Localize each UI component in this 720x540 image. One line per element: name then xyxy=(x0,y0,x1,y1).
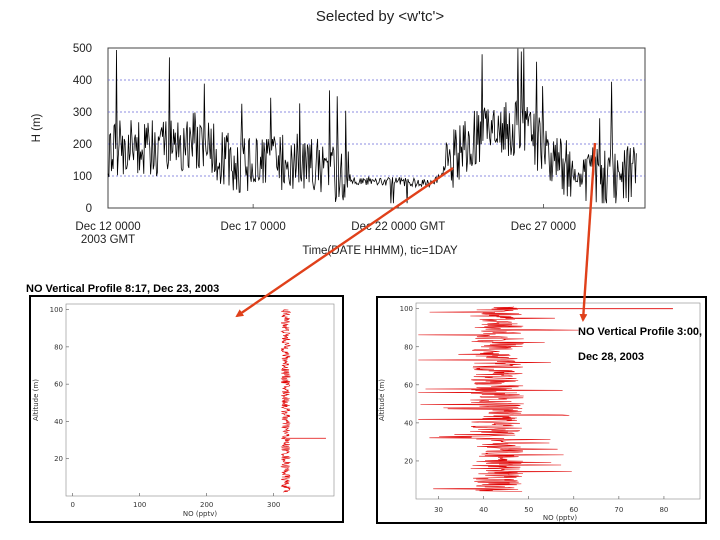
top-y-tick-label: 400 xyxy=(73,75,92,87)
left-y-tick-labels: 20 40 60 80 100 xyxy=(50,306,69,463)
left-series-trace xyxy=(280,309,291,493)
top-series-line xyxy=(107,48,637,204)
right-x-tick-label: 40 xyxy=(479,506,488,514)
chart-title: Selected by <w'tc'> xyxy=(316,8,445,25)
left-panel-title: NO Vertical Profile 8:17, Dec 23, 2003 xyxy=(26,283,219,295)
top-y-tick-label: 0 xyxy=(86,203,92,215)
top-y-tick-label: 500 xyxy=(73,43,92,55)
right-y-axis-title: Altitude (m) xyxy=(378,379,386,421)
left-x-tick-label: 100 xyxy=(133,501,146,509)
left-panel-frame xyxy=(29,295,344,523)
right-y-tick-label: 20 xyxy=(404,457,413,465)
left-y-tick-label: 20 xyxy=(54,455,63,463)
top-y-axis-title: H (m) xyxy=(31,113,43,142)
right-profile-chart: 20 40 60 80 100 30 40 50 60 70 80 Altitude (m) NO… xyxy=(378,302,701,522)
top-x-axis-title: Time(DATE HHMM), tic=1DAY xyxy=(302,245,458,257)
right-series-trace xyxy=(418,306,579,492)
top-plot-frame xyxy=(107,47,646,209)
right-x-tick-label: 50 xyxy=(524,506,533,514)
right-y-tick-label: 40 xyxy=(404,419,413,427)
top-y-tick-label: 100 xyxy=(73,171,92,183)
right-x-tick-labels: 30 40 50 60 70 80 xyxy=(434,496,668,514)
top-series-trace xyxy=(107,48,637,204)
top-x-tick-label-line2: 2003 GMT xyxy=(81,234,135,246)
top-x-tick-label: Dec 22 0000 GMT xyxy=(351,221,445,233)
left-x-tick-labels: 0 100 200 300 xyxy=(70,493,280,509)
right-y-tick-label: 80 xyxy=(404,343,413,351)
right-plot-frame xyxy=(415,302,701,500)
left-y-tick-label: 80 xyxy=(54,343,63,351)
right-x-axis-title: NO (pptv) xyxy=(543,514,577,522)
top-gridlines xyxy=(108,79,645,177)
top-y-tick-labels: 0 100 200 300 400 500 xyxy=(73,43,92,215)
arrow-to-right-profile xyxy=(579,142,597,322)
left-x-tick-label: 0 xyxy=(70,501,74,509)
right-y-tick-label: 100 xyxy=(400,305,413,313)
left-y-axis-title: Altitude (m) xyxy=(32,379,40,421)
right-panel-title-line1: NO Vertical Profile 3:00, xyxy=(578,326,702,338)
right-y-tick-labels: 20 40 60 80 100 xyxy=(400,305,419,465)
top-x-tick-label: Dec 12 0000 xyxy=(75,221,140,233)
top-x-tick-label: Dec 17 0000 xyxy=(221,221,286,233)
left-y-tick-label: 60 xyxy=(54,381,63,389)
left-x-axis-title: NO (pptv) xyxy=(183,510,217,518)
top-y-tick-label: 300 xyxy=(73,107,92,119)
left-y-tick-label: 40 xyxy=(54,418,63,426)
top-x-tick-label: Dec 27 0000 xyxy=(511,221,576,233)
right-x-tick-label: 80 xyxy=(659,506,668,514)
left-series-line xyxy=(280,309,326,493)
right-series-line xyxy=(418,306,673,492)
left-x-tick-label: 200 xyxy=(200,501,213,509)
left-plot-frame xyxy=(65,303,335,497)
right-x-tick-label: 30 xyxy=(434,506,443,514)
left-profile-chart: 20 40 60 80 100 0 100 200 300 Altitude (m) NO (… xyxy=(32,303,335,518)
top-y-tick-label: 200 xyxy=(73,139,92,151)
right-x-tick-label: 60 xyxy=(569,506,578,514)
left-x-tick-label: 300 xyxy=(267,501,280,509)
right-y-tick-label: 60 xyxy=(404,381,413,389)
left-y-tick-label: 100 xyxy=(50,306,63,314)
arrow-to-left-profile xyxy=(235,167,454,318)
right-panel-title-line2: Dec 28, 2003 xyxy=(578,351,644,363)
right-x-tick-label: 70 xyxy=(614,506,623,514)
